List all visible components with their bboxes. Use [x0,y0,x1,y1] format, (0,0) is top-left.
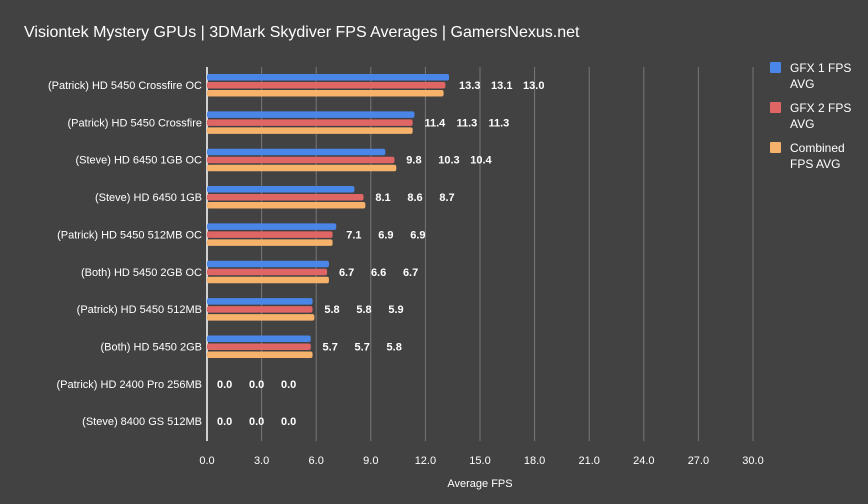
bar [207,223,337,230]
data-label: 5.7 [323,341,338,353]
x-tick-label: 21.0 [578,455,599,467]
data-label: 6.7 [339,267,354,279]
data-label: 0.0 [281,379,296,391]
category-label: (Patrick) HD 5450 Crossfire OC [48,80,202,92]
legend-swatch [770,62,781,73]
data-label: 8.1 [375,192,390,204]
data-label: 5.8 [387,341,402,353]
data-label: 10.3 [438,155,459,167]
data-label: 13.3 [459,80,480,92]
bar [207,239,333,246]
bar [207,306,313,313]
x-tick-label: 27.0 [688,455,709,467]
data-label: 0.0 [281,416,296,428]
legend-swatch [770,102,781,113]
legend-label: Combined FPS AVG [790,141,845,171]
bar [207,74,450,81]
data-label: 11.4 [424,117,446,129]
data-label: 0.0 [217,379,232,391]
x-tick-label: 0.0 [199,455,214,467]
data-label: 5.7 [355,341,370,353]
data-label: 5.9 [388,304,403,316]
bar [207,298,313,305]
data-label: 10.4 [470,155,492,167]
bar [207,268,328,276]
bar [207,351,313,358]
category-label: (Patrick) HD 5450 512MB [77,304,202,316]
category-label: (Steve) HD 6450 1GB [95,192,202,204]
bar [207,276,329,284]
bar [207,231,333,238]
data-label: 6.7 [403,267,418,279]
data-label: 9.8 [406,155,421,167]
bar [207,164,397,172]
x-tick-label: 12.0 [415,455,436,467]
data-label: 6.9 [378,229,393,241]
data-label: 5.8 [356,304,371,316]
x-tick-label: 9.0 [363,455,378,467]
category-label: (Steve) 8400 GS 512MB [82,416,202,428]
category-label: (Patrick) HD 2400 Pro 256MB [57,379,203,391]
category-label: (Both) HD 5450 2GB OC [81,267,202,279]
bar [207,260,329,268]
data-label: 11.3 [488,117,509,129]
category-label: (Patrick) HD 5450 Crossfire [68,117,202,129]
x-tick-label: 30.0 [742,455,763,467]
data-label: 8.6 [407,192,422,204]
x-tick-label: 24.0 [633,455,654,467]
bar [207,314,315,321]
x-tick-label: 18.0 [524,455,545,467]
category-label: (Patrick) HD 5450 512MB OC [57,229,202,241]
x-tick-label: 3.0 [254,455,269,467]
x-axis-label: Average FPS [447,478,512,490]
bar [207,186,355,193]
data-label: 5.8 [324,304,339,316]
data-label: 13.0 [523,80,544,92]
data-label: 13.1 [491,80,512,92]
category-label: (Both) HD 5450 2GB [101,341,203,353]
data-label: 6.9 [410,229,425,241]
bar [207,90,444,97]
legend-swatch [770,142,781,153]
bar [207,148,386,156]
bar [207,202,366,209]
bar [207,111,415,118]
x-tick-label: 6.0 [309,455,324,467]
data-label: 0.0 [217,416,232,428]
data-label: 0.0 [249,416,264,428]
legend-label: GFX 2 FPS AVG [790,101,852,131]
data-label: 6.6 [371,267,386,279]
data-label: 8.7 [439,192,454,204]
category-label: (Steve) HD 6450 1GB OC [75,155,202,167]
bar [207,82,446,89]
chart-title: Visiontek Mystery GPUs | 3DMark Skydiver… [24,24,580,41]
bar [207,194,364,201]
x-tick-label: 15.0 [469,455,490,467]
legend-label: GFX 1 FPS AVG [790,61,852,91]
bar [207,127,413,134]
bar [207,156,395,164]
data-label: 7.1 [346,229,361,241]
data-label: 0.0 [249,379,264,391]
bar [207,335,311,342]
bar [207,119,413,126]
data-label: 11.3 [456,117,477,129]
bar [207,343,311,350]
